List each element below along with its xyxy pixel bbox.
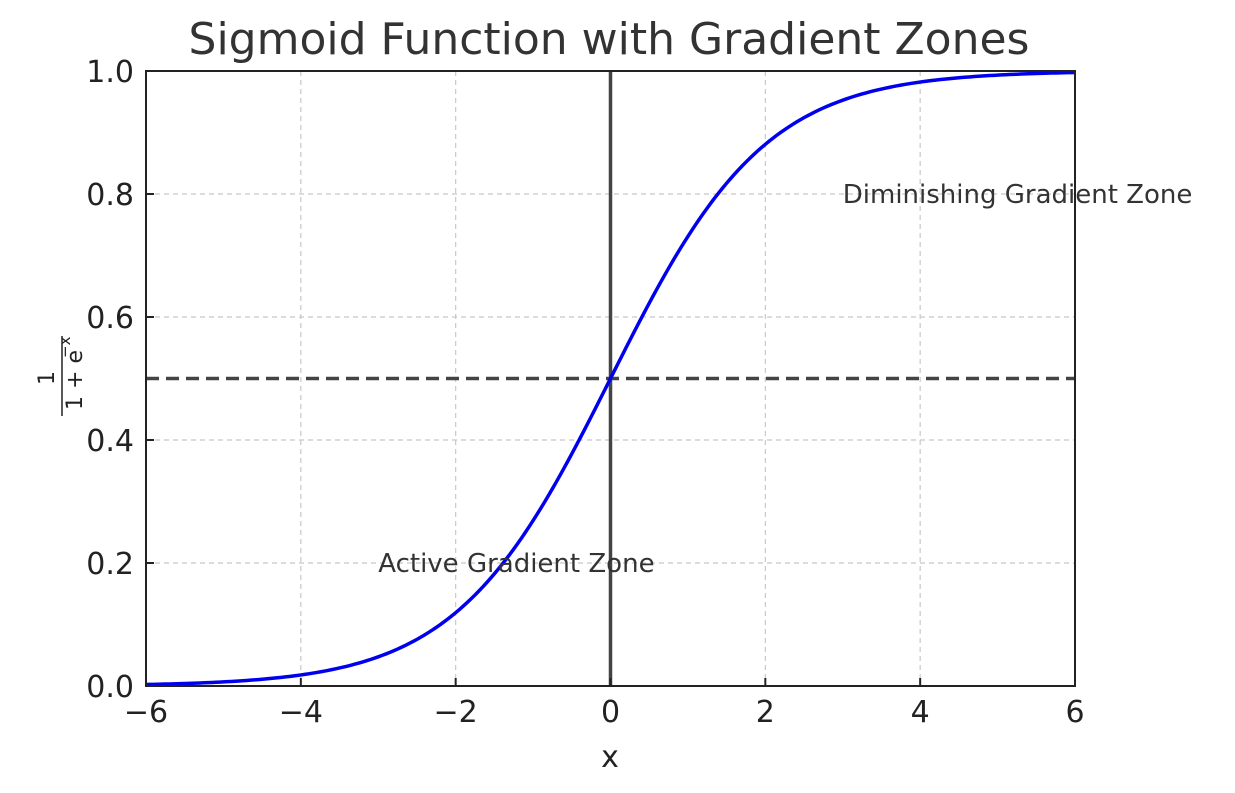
y-tick-label: 0.2 <box>86 547 134 582</box>
y-tick-label: 0.8 <box>86 178 134 213</box>
x-axis-ticks: −6 −4 −2 0 2 4 6 <box>124 678 1085 730</box>
x-axis-label: x <box>601 740 619 775</box>
x-tick-label: −6 <box>124 695 168 730</box>
annotation-label: Active Gradient Zone <box>378 549 654 579</box>
x-tick-label: 6 <box>1065 695 1084 730</box>
sigmoid-curve <box>145 70 1076 687</box>
annotation-label: Diminishing Gradient Zone <box>843 180 1193 210</box>
y-axis-label: 1 1 + e −x <box>35 336 88 416</box>
x-tick-label: 4 <box>911 695 930 730</box>
annotations: Active Gradient Zone Diminishing Gradient… <box>378 180 1192 579</box>
y-axis-label-numerator: 1 <box>35 371 60 385</box>
y-axis-ticks: 0.0 0.2 0.4 0.6 0.8 1.0 <box>86 55 154 705</box>
y-axis-label-denominator: 1 + e <box>63 350 88 410</box>
x-tick-label: −4 <box>279 695 323 730</box>
y-tick-label: 1.0 <box>86 55 134 90</box>
y-tick-label: 0.4 <box>86 424 134 459</box>
x-tick-label: −2 <box>434 695 478 730</box>
chart-title: Sigmoid Function with Gradient Zones <box>189 14 1030 65</box>
x-tick-label: 2 <box>756 695 775 730</box>
series-group <box>145 70 1076 687</box>
y-tick-label: 0.0 <box>86 670 134 705</box>
y-axis-label-exponent: −x <box>56 336 74 358</box>
x-tick-label: 0 <box>601 695 620 730</box>
y-tick-label: 0.6 <box>86 301 134 336</box>
